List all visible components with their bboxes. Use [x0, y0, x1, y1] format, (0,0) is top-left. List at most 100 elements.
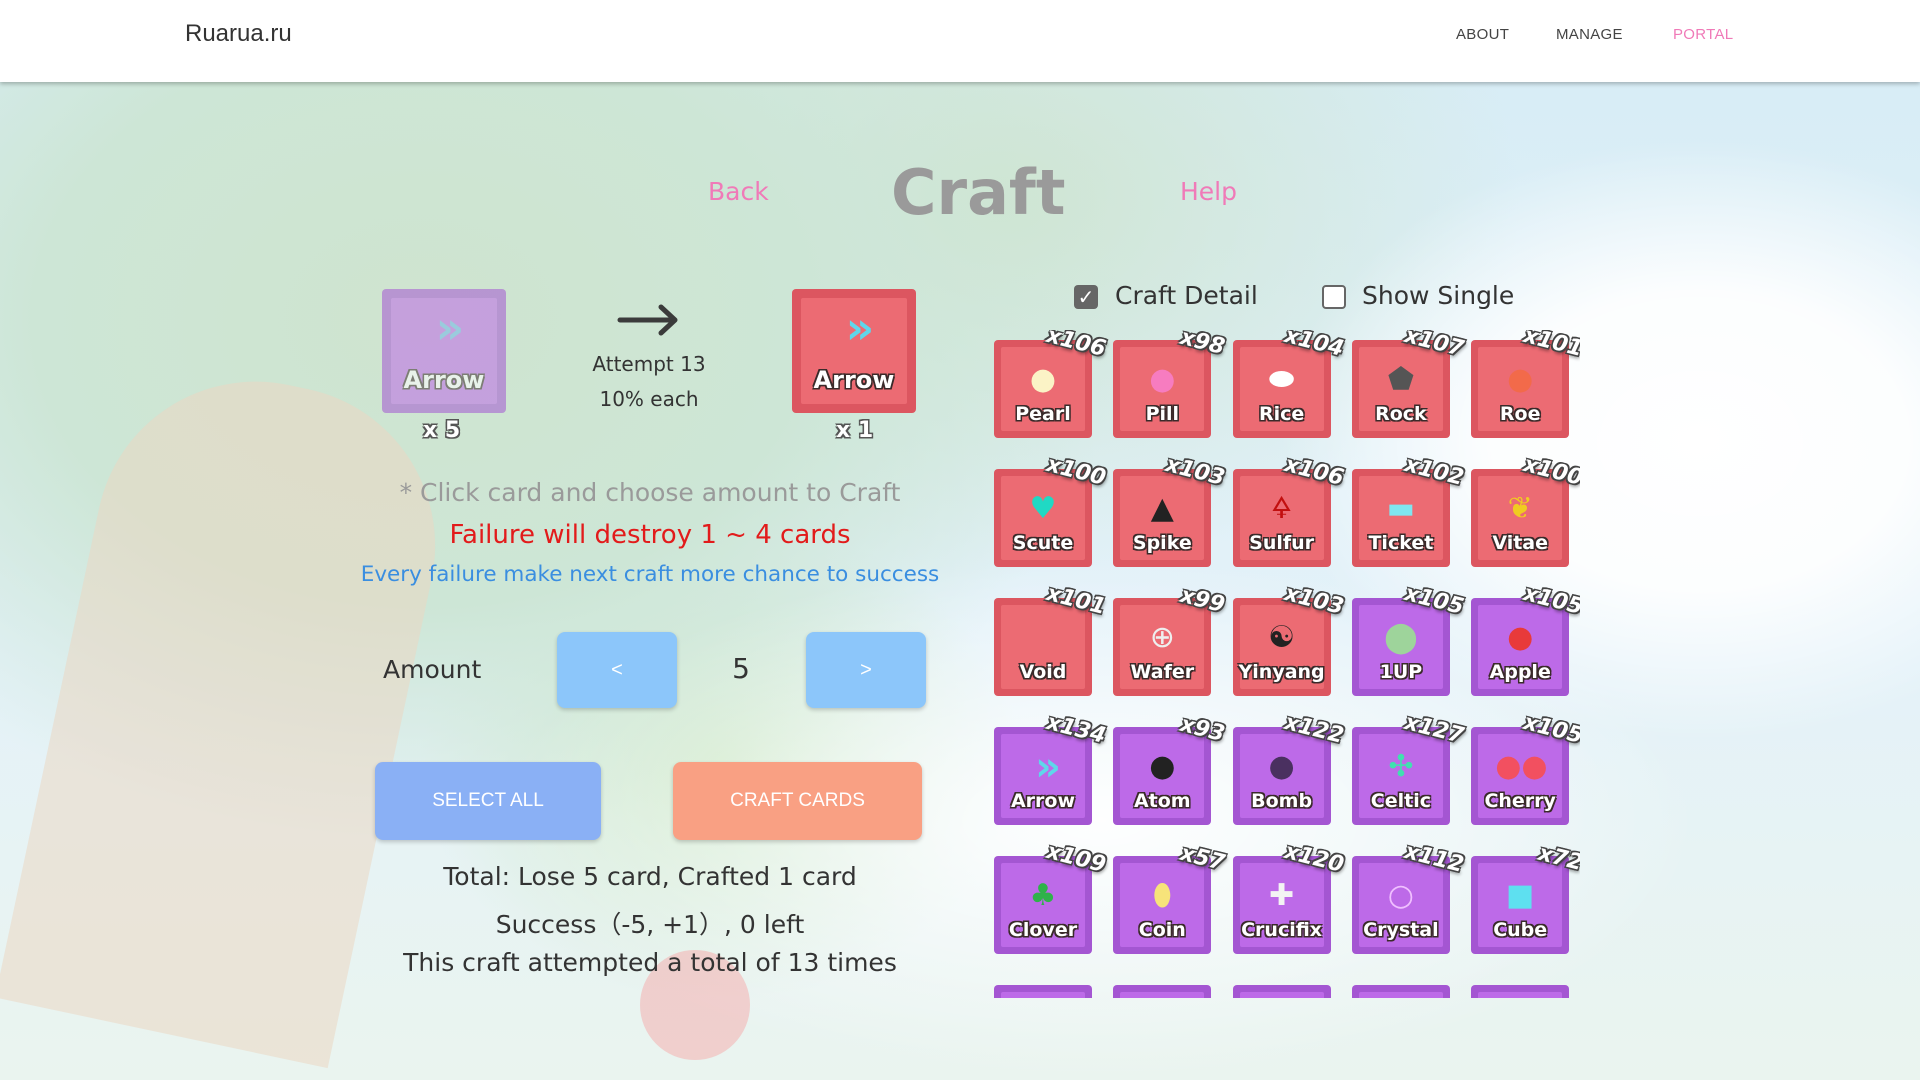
card-name: Bomb [1251, 790, 1313, 812]
select-all-button[interactable]: SELECT ALL [375, 762, 601, 840]
card-name: Wafer [1130, 661, 1195, 683]
atom-icon: ● [1149, 749, 1176, 784]
card-inventory-grid[interactable]: ● Pearl x106 ● Pill x98 ⬬ Rice x104 ⬟ Rock x107 ● Roe… [990, 330, 1580, 998]
nav-about[interactable]: ABOUT [1456, 26, 1510, 43]
inventory-card-pill[interactable]: ● Pill x98 [1113, 330, 1228, 438]
apple-icon: ● [1507, 620, 1534, 655]
inventory-card-arrow[interactable]: » Arrow x134 [994, 710, 1108, 825]
inventory-card-rock[interactable]: ⬟ Rock x107 [1351, 330, 1466, 438]
inventory-card-1up[interactable]: ⬤ 1UP x105 [1351, 581, 1466, 696]
cherry-icon: ●● [1495, 749, 1548, 784]
help-link[interactable]: Help [1180, 177, 1237, 206]
inventory-card-ticket[interactable]: ▬ Ticket x102 [1351, 452, 1466, 567]
increase-button[interactable]: > [806, 632, 926, 708]
rock-icon: ⬟ [1387, 362, 1414, 397]
attempt-text: Attempt 13 [592, 352, 706, 376]
card-name: Void [1019, 661, 1067, 683]
inventory-card-cube[interactable]: ■ Cube x72 [1471, 841, 1580, 954]
inventory-card-celtic[interactable]: ✣ Celtic x127 [1351, 710, 1466, 825]
attempts-total-text: This craft attempted a total of 13 times [403, 948, 897, 977]
inventory-card-coin[interactable]: ⬮ Coin x57 [1113, 841, 1228, 954]
back-link[interactable]: Back [708, 177, 769, 206]
card-name: Apple [1489, 661, 1551, 683]
card-name: Arrow [813, 366, 895, 394]
clover-icon: ♣ [1029, 878, 1057, 913]
info-text: Every failure make next craft more chanc… [360, 562, 940, 587]
bomb-icon: ● [1268, 749, 1295, 784]
inventory-card-bomb[interactable]: ● Bomb x122 [1232, 710, 1347, 825]
card-name: Arrow [403, 366, 485, 394]
inventory-card-partial[interactable] [1351, 985, 1450, 998]
card-name: Sulfur [1249, 532, 1315, 554]
card-name: Scute [1012, 532, 1074, 554]
inventory-card-scute[interactable]: ♥ Scute x100 [994, 452, 1108, 567]
craft-detail-checkbox[interactable]: ✓ [1074, 285, 1098, 309]
scute-icon: ♥ [1029, 491, 1057, 526]
card-name: Yinyang [1238, 661, 1325, 683]
show-single-label[interactable]: Show Single [1362, 281, 1515, 310]
inventory-card-sulfur[interactable]: 🜍 Sulfur x106 [1232, 452, 1347, 567]
result-qty: x 1 [836, 418, 874, 443]
inventory-card-pearl[interactable]: ● Pearl x106 [994, 330, 1108, 438]
inventory-card-crystal[interactable]: ○ Crystal x112 [1351, 839, 1466, 954]
card-name: Cube [1493, 919, 1548, 941]
card-name: Clover [1008, 919, 1078, 941]
sulfur-icon: 🜍 [1271, 491, 1293, 526]
leaf-icon: ❦ [1507, 491, 1533, 526]
card-name: Ticket [1368, 532, 1434, 554]
inventory-card-partial[interactable] [1113, 985, 1212, 998]
celtic-cross-icon: ✣ [1388, 749, 1414, 784]
card-name: Roe [1499, 403, 1541, 425]
crystal-icon: ○ [1387, 878, 1414, 913]
inventory-card-clover[interactable]: ♣ Clover x109 [994, 839, 1108, 954]
mushroom-icon: ⬤ [1384, 620, 1418, 655]
inventory-card-roe[interactable]: ● Roe x101 [1471, 330, 1580, 438]
card-name: Crystal [1363, 919, 1439, 941]
inventory-card-yinyang[interactable]: ☯ Yinyang x103 [1232, 581, 1347, 696]
inventory-card-spike[interactable]: ▲ Spike x103 [1113, 452, 1227, 567]
double-chevron-icon: » [1035, 744, 1061, 790]
yinyang-icon: ☯ [1268, 620, 1296, 655]
card-name: Atom [1133, 790, 1191, 812]
card-name: Vitae [1492, 532, 1549, 554]
cube-icon: ■ [1506, 878, 1535, 913]
nav-manage[interactable]: MANAGE [1556, 26, 1623, 43]
decrease-button[interactable]: < [557, 632, 677, 708]
result-card[interactable]: » Arrow [792, 289, 916, 413]
inventory-card-atom[interactable]: ● Atom x93 [1113, 712, 1228, 825]
amount-value: 5 [732, 652, 750, 685]
craft-cards-button[interactable]: CRAFT CARDS [673, 762, 922, 840]
card-name: Rock [1375, 403, 1427, 425]
nav-portal[interactable]: PORTAL [1673, 26, 1734, 43]
site-logo[interactable]: Ruarua.ru [185, 20, 292, 47]
pill-icon: ● [1149, 362, 1176, 397]
page-title: Craft [891, 156, 1066, 229]
right-arrow-icon [617, 304, 678, 336]
warning-text: Failure will destroy 1 ~ 4 cards [449, 520, 851, 550]
amount-label: Amount [383, 655, 482, 684]
inventory-card-cherry[interactable]: ●● Cherry x105 [1471, 710, 1580, 825]
card-name: Coin [1138, 919, 1186, 941]
craft-detail-label[interactable]: Craft Detail [1115, 281, 1258, 310]
inventory-card-rice[interactable]: ⬬ Rice x104 [1232, 330, 1347, 438]
hint-text: * Click card and choose amount to Craft [399, 478, 901, 507]
inventory-card-void[interactable]: Void x101 [994, 581, 1108, 696]
inventory-card-apple[interactable]: ● Apple x105 [1471, 581, 1580, 696]
inventory-card-crucifix[interactable]: ✚ Crucifix x120 [1232, 839, 1347, 954]
inventory-card-partial[interactable] [994, 985, 1092, 998]
inventory-card-partial[interactable] [1471, 985, 1570, 998]
coin-icon: ⬮ [1152, 878, 1172, 913]
crucifix-icon: ✚ [1269, 878, 1295, 913]
inventory-card-vitae[interactable]: ❦ Vitae x100 [1471, 452, 1580, 567]
card-name: Pill [1145, 403, 1180, 425]
inventory-card-wafer[interactable]: ⊕ Wafer x99 [1113, 583, 1228, 696]
inventory-card-partial[interactable] [1232, 985, 1331, 998]
top-navbar: Ruarua.ru ABOUT MANAGE PORTAL [0, 0, 1920, 82]
show-single-checkbox[interactable] [1322, 285, 1346, 309]
card-name: Rice [1258, 403, 1305, 425]
card-name: 1UP [1379, 661, 1423, 683]
roe-icon: ● [1507, 362, 1534, 397]
source-card[interactable]: » Arrow [382, 289, 506, 413]
card-name: Arrow [1010, 790, 1076, 812]
wafer-icon: ⊕ [1149, 620, 1175, 655]
